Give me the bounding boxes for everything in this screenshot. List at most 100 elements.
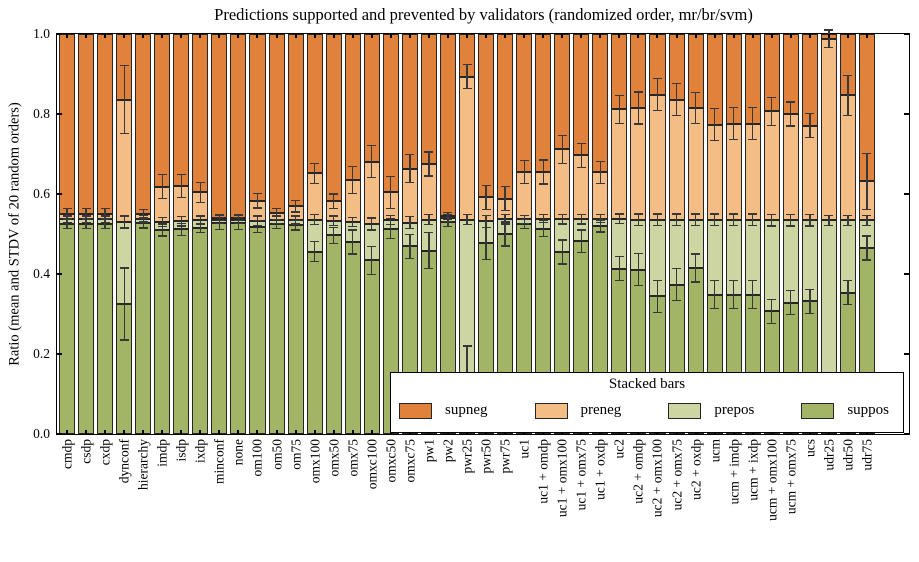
error-bar-cap-preneg	[538, 159, 548, 161]
bar-csdp	[78, 34, 95, 434]
error-bar-cap-prepos	[729, 213, 739, 215]
error-bar-cap-preneg	[652, 78, 662, 80]
error-bar-cap-suppos	[576, 229, 586, 231]
error-bar-cap-preneg	[119, 132, 129, 135]
error-bar-cap-suppos	[805, 288, 815, 290]
x-tick-label-hierarchy: hierarchy	[135, 439, 151, 490]
error-bar-cap-preneg	[500, 186, 510, 188]
x-tick-label-dynconf: dynconf	[116, 439, 132, 484]
error-bar-cap-preneg	[557, 162, 567, 164]
bar-pwr25	[458, 34, 476, 434]
error-bar-prepos	[866, 215, 868, 226]
error-bar-preneg	[485, 185, 487, 210]
x-tick-label-none: none	[230, 439, 246, 466]
x-tick-label-om75: om75	[288, 439, 304, 470]
legend-item-prepos: prepos	[668, 402, 754, 419]
segment-supneg	[801, 34, 818, 126]
bar-dynconf	[116, 34, 133, 434]
segment-supneg	[211, 34, 228, 218]
segment-supneg	[420, 34, 437, 164]
error-bar-preneg	[618, 95, 621, 124]
error-bar-suppos	[428, 232, 430, 269]
error-bar-prepos	[713, 214, 716, 226]
error-bar-cap-preneg	[62, 208, 72, 210]
error-bar-cap-prepos	[519, 214, 529, 216]
error-bar-cap-prepos	[500, 213, 510, 216]
x-tick-label-om100: om100	[249, 439, 265, 477]
error-bar-cap-suppos	[367, 273, 377, 276]
bar-omx100	[306, 34, 323, 434]
segment-preneg	[782, 114, 799, 221]
error-bar-cap-prepos	[710, 224, 720, 226]
bars-container	[59, 29, 876, 434]
error-bar-cap-suppos	[405, 233, 415, 236]
legend-label-prepos: prepos	[714, 402, 755, 418]
x-tick	[104, 34, 106, 38]
x-tick-label-pwr25: pwr25	[459, 439, 475, 474]
x-tick-label-udr75: udr75	[859, 439, 875, 471]
x-tick	[295, 34, 297, 38]
x-tick-label-pwr50: pwr50	[478, 439, 494, 474]
error-bar-cap-prepos	[862, 224, 872, 226]
error-bar-prepos	[466, 214, 468, 225]
error-bar-cap-suppos	[443, 226, 453, 228]
segment-preneg	[801, 125, 818, 221]
error-bar-cap-prepos	[272, 222, 282, 225]
y-tick-label-0.0: 0.0	[33, 426, 50, 442]
x-tick-label-udr50: udr50	[840, 439, 856, 471]
segment-supneg	[287, 34, 304, 207]
error-bar-prepos	[161, 217, 163, 227]
error-bar-cap-prepos	[386, 224, 396, 226]
segment-preneg	[630, 108, 647, 220]
error-bar-cap-prepos	[614, 213, 624, 215]
error-bar-preneg	[390, 176, 392, 209]
error-bar-cap-suppos	[310, 260, 320, 263]
error-bar-prepos	[66, 216, 68, 223]
error-bar-cap-prepos	[652, 213, 662, 215]
x-tick	[695, 34, 697, 38]
error-bar-preneg	[371, 145, 373, 178]
error-bar-prepos	[752, 214, 754, 226]
y-tick	[904, 113, 909, 115]
error-bar-cap-preneg	[843, 114, 853, 116]
error-bar-cap-suppos	[614, 256, 624, 258]
error-bar-cap-preneg	[367, 144, 377, 147]
x-tick	[504, 34, 506, 38]
error-bar-prepos	[809, 214, 811, 226]
x-tick	[656, 34, 658, 38]
legend-item-suppos: suppos	[801, 402, 889, 419]
error-bar-prepos	[733, 214, 735, 226]
x-tick	[85, 34, 87, 38]
segment-supneg	[382, 34, 399, 193]
x-tick-label-uc1: uc1	[516, 439, 532, 459]
error-bar-cap-preneg	[310, 162, 320, 164]
error-bar-preneg	[828, 30, 830, 48]
error-bar-cap-preneg	[672, 82, 682, 85]
y-tick	[904, 193, 909, 195]
segment-preneg	[458, 76, 476, 220]
error-bar-prepos	[123, 216, 125, 228]
error-bar-cap-prepos	[310, 214, 320, 216]
error-bar-suppos	[313, 241, 316, 262]
error-bar-cap-prepos	[405, 228, 415, 230]
y-tick	[904, 273, 909, 275]
error-bar-cap-prepos	[862, 214, 872, 217]
x-tick	[618, 34, 620, 38]
x-tick	[295, 430, 297, 434]
segment-supneg	[78, 34, 95, 214]
error-bar-preneg	[409, 154, 411, 183]
segment-supneg	[535, 34, 552, 172]
error-bar-cap-suppos	[119, 267, 129, 269]
x-tick-label-omx50: omx50	[326, 439, 342, 477]
error-bar-cap-suppos	[786, 290, 796, 292]
error-bar-cap-prepos	[291, 215, 301, 217]
error-bar-preneg	[523, 160, 525, 184]
error-bar-cap-preneg	[519, 182, 529, 184]
error-bar-cap-preneg	[462, 64, 472, 66]
error-bar-cap-prepos	[843, 224, 853, 226]
x-tick	[676, 34, 678, 38]
x-tick	[218, 430, 220, 434]
segment-supneg	[154, 34, 171, 187]
error-bar-cap-prepos	[367, 217, 377, 219]
bar-minconf	[211, 34, 228, 434]
